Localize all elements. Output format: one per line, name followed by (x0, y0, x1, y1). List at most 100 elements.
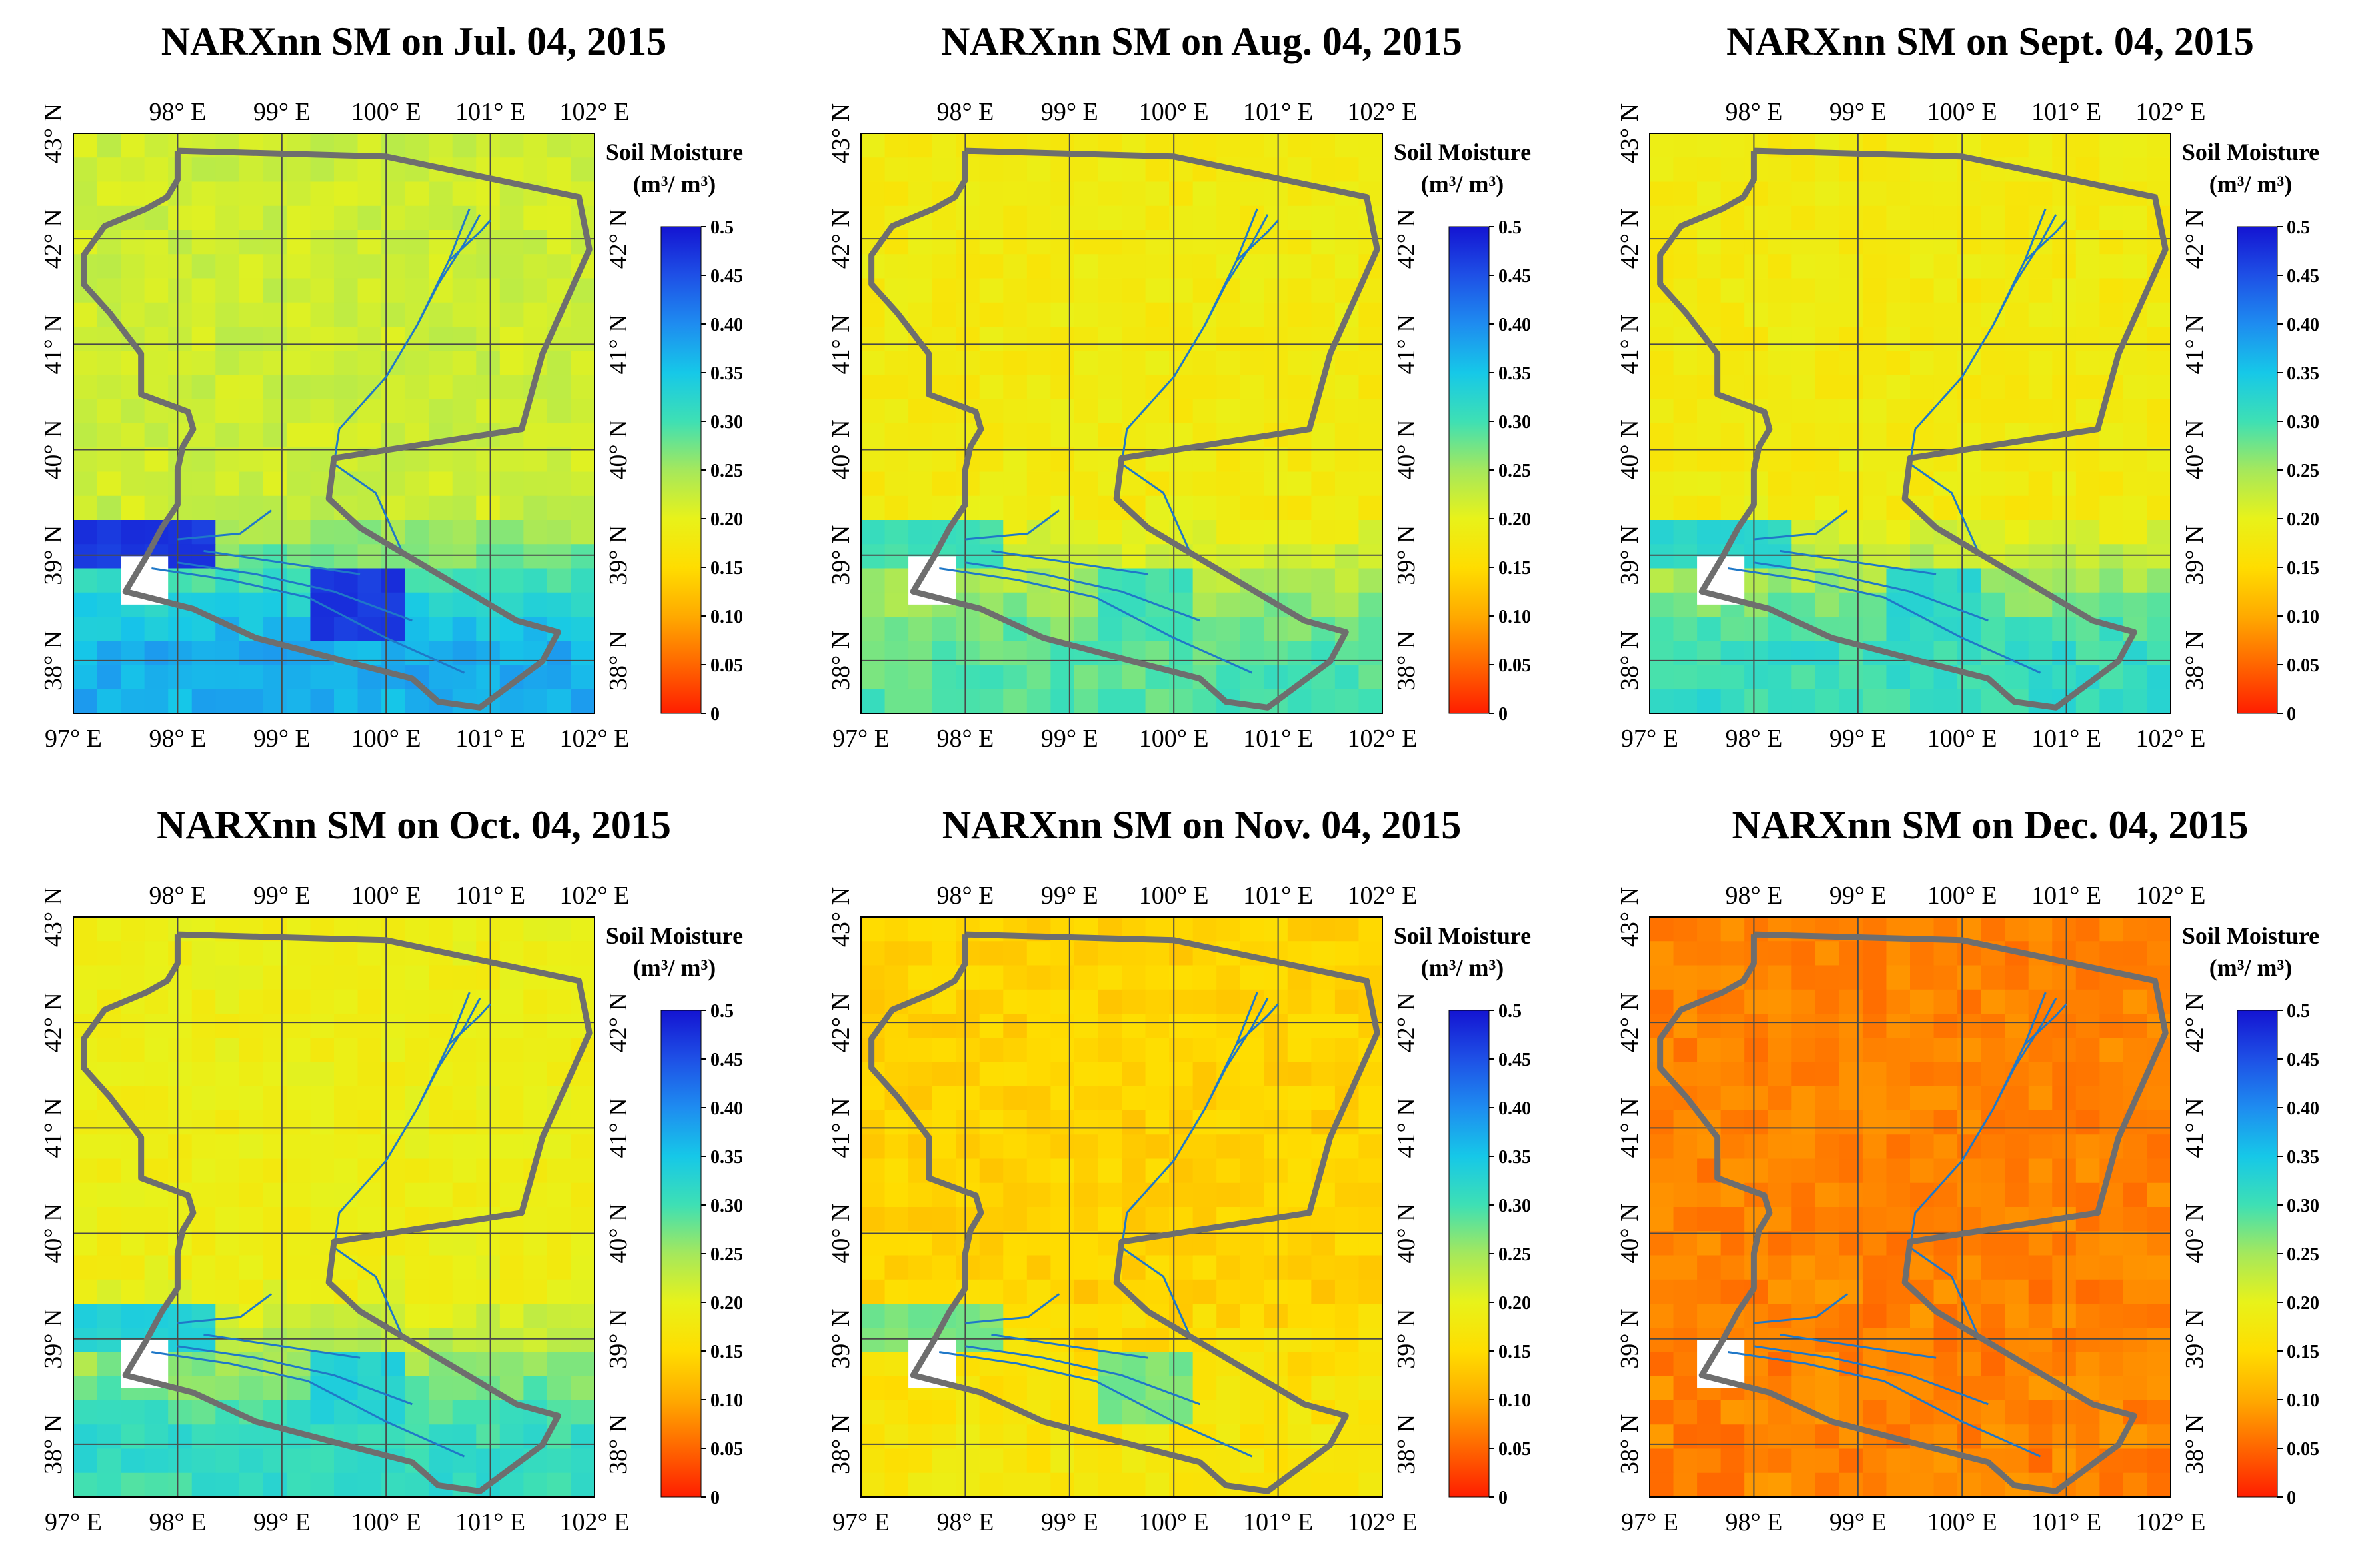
sm-cell (2147, 1400, 2171, 1425)
sm-cell (956, 1110, 980, 1135)
sm-cell (861, 1352, 886, 1377)
sm-cell (191, 1448, 216, 1474)
sm-cell (1334, 351, 1360, 376)
sm-cell (215, 205, 240, 231)
sm-cell (499, 1255, 524, 1280)
sm-cell (144, 351, 169, 376)
sm-cell (381, 181, 406, 207)
colorbar-unit: (m³/ m³) (633, 171, 716, 197)
sm-cell (1957, 1207, 1982, 1232)
sm-cell (1650, 1110, 1674, 1135)
sm-cell (215, 157, 240, 183)
sm-cell (1074, 375, 1099, 400)
sm-cell (1122, 1038, 1146, 1063)
colorbar-ramp (1448, 1010, 1490, 1498)
sm-cell (571, 665, 595, 690)
sm-cell (310, 1158, 335, 1184)
sm-cell (97, 1424, 121, 1450)
sm-cell (73, 1207, 98, 1232)
sm-cell (1862, 1400, 1887, 1425)
sm-cell (861, 1472, 886, 1498)
colorbar-tick: 0.25 (1498, 461, 1531, 481)
sm-cell (1886, 205, 1911, 231)
sm-cell (429, 1158, 453, 1184)
sm-cell (956, 1304, 980, 1328)
sm-cell (499, 1086, 524, 1111)
sm-cell (499, 1352, 524, 1377)
sm-cell (1815, 1448, 1839, 1474)
sm-cell (547, 254, 572, 279)
sm-cell (1910, 278, 1935, 303)
sm-cell (979, 1424, 1004, 1450)
sm-cell (1768, 641, 1792, 666)
sm-cell (979, 1448, 1004, 1474)
sm-cell (1358, 1207, 1383, 1232)
sm-cell (1720, 157, 1745, 183)
lon-label-bottom: 97° E (45, 1508, 102, 1536)
sm-cell (1862, 1207, 1887, 1232)
sm-cell (2123, 205, 2148, 231)
sm-cell (191, 230, 216, 255)
sm-cell (932, 1086, 956, 1111)
colorbar-tick: 0.05 (2287, 1439, 2319, 1460)
sm-cell (908, 278, 933, 303)
sm-cell (2052, 254, 2077, 279)
sm-cell (2005, 1110, 2029, 1135)
sm-cell (429, 230, 453, 255)
sm-cell (357, 941, 382, 966)
sm-cell (571, 133, 595, 158)
sm-cell (215, 941, 240, 966)
sm-cell (263, 302, 287, 327)
sm-cell (499, 941, 524, 966)
sm-cell (1886, 665, 1911, 690)
sm-cell (215, 1014, 240, 1038)
sm-cell (239, 941, 263, 966)
sm-cell (1933, 351, 1958, 376)
sm-cell (215, 1472, 240, 1498)
sm-cell (932, 617, 956, 641)
sm-cell (1311, 447, 1336, 473)
sm-cell (429, 1134, 453, 1160)
sm-cell (1768, 1231, 1792, 1256)
sm-cell (215, 1038, 240, 1063)
sm-cell (1815, 278, 1839, 303)
sm-cell (1216, 1376, 1241, 1401)
sm-cell (1026, 1038, 1051, 1063)
sm-cell (144, 1134, 169, 1160)
sm-cell (979, 471, 1004, 497)
sm-cell (2028, 181, 2053, 207)
sm-cell (1145, 1207, 1170, 1232)
sm-cell (452, 1279, 477, 1304)
sm-cell (381, 1086, 406, 1111)
sm-cell (884, 327, 909, 351)
sm-cell (1697, 1255, 1722, 1280)
colorbar-tick: 0.45 (1498, 1050, 1531, 1070)
sm-cell (73, 1279, 98, 1304)
sm-cell (1098, 302, 1122, 327)
sm-cell (1216, 1062, 1241, 1087)
sm-cell (1287, 399, 1312, 424)
graticule (1649, 133, 2171, 714)
sm-cell (547, 1472, 572, 1498)
sm-cell (884, 965, 909, 990)
sm-cell (1358, 1279, 1383, 1304)
sm-cell (523, 1352, 548, 1377)
sm-cell (1720, 617, 1745, 641)
sm-cell (429, 375, 453, 400)
sm-cell (1862, 941, 1887, 966)
sm-cell (2099, 302, 2124, 327)
sm-cell (310, 423, 335, 448)
sm-cell (2147, 447, 2171, 473)
sm-cell (1311, 1328, 1336, 1353)
sm-cell (1815, 1062, 1839, 1087)
sm-cell (547, 399, 572, 424)
sm-cell (1264, 1038, 1288, 1063)
sm-cell (215, 1134, 240, 1160)
sm-cell (932, 351, 956, 376)
sm-cell (2099, 230, 2124, 255)
colorbar-tick: 0.30 (1498, 412, 1531, 433)
sm-cell (1192, 133, 1217, 158)
sm-cell (191, 471, 216, 497)
sm-cell (1358, 1158, 1383, 1184)
sm-cell (334, 1158, 359, 1184)
